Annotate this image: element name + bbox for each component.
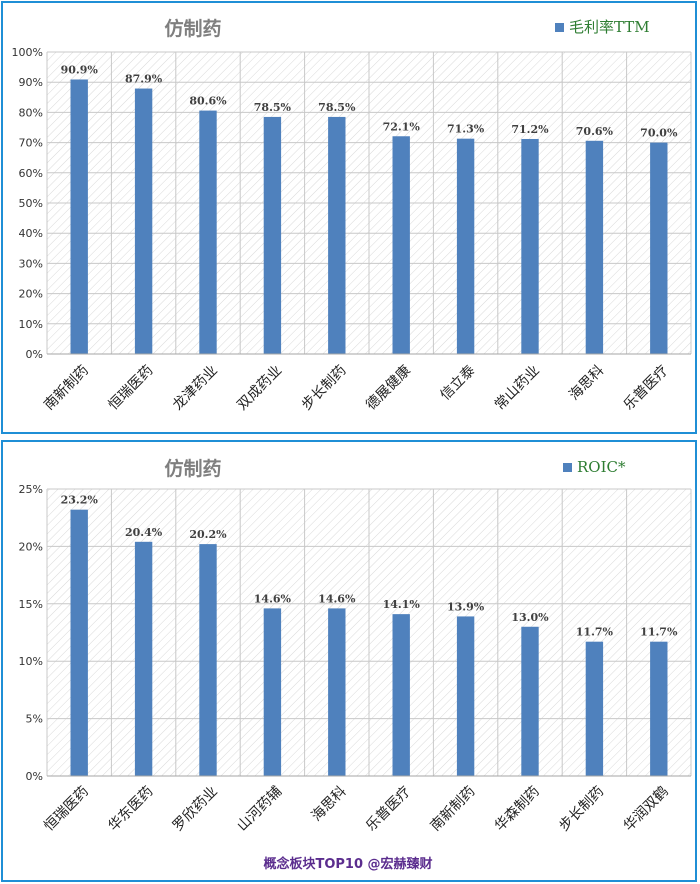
x-tick-label: 华东医药	[106, 784, 157, 835]
y-tick-label: 15%	[19, 598, 43, 611]
data-label: 80.6%	[189, 95, 227, 108]
bar	[263, 116, 282, 355]
data-label: 70.0%	[640, 127, 678, 140]
x-tick-label: 海思科	[309, 784, 350, 825]
x-tick-label: 华润双鹤	[621, 784, 672, 835]
x-tick-label: 乐普医疗	[621, 363, 672, 414]
x-tick-label: 海思科	[566, 363, 607, 404]
bar	[585, 140, 604, 354]
data-label: 20.4%	[125, 526, 163, 539]
bar	[521, 626, 539, 776]
data-label: 23.2%	[61, 494, 99, 507]
y-tick-label: 20%	[19, 540, 43, 553]
gross-margin-chart: 仿制药 毛利率TTM 0% 10% 20% 30% 40% 50% 60% 70% 80% 90% 10…	[12, 17, 692, 414]
y-tick-label: 10%	[19, 655, 43, 668]
y-tick-label: 10%	[19, 318, 43, 331]
bar	[650, 142, 668, 354]
x-tick-label: 南新制药	[428, 784, 479, 835]
y-tick-label: 60%	[19, 167, 43, 180]
data-label: 14.1%	[383, 598, 421, 611]
y-tick-label: 0%	[26, 348, 43, 361]
data-label: 78.5%	[318, 101, 356, 114]
y-tick-label: 100%	[12, 46, 43, 59]
bar	[70, 509, 88, 776]
data-label: 14.6%	[318, 592, 356, 605]
bar	[263, 608, 282, 776]
bar	[134, 88, 153, 355]
legend-label: ROIC*	[577, 458, 626, 476]
x-tick-label: 龙津药业	[170, 363, 221, 414]
x-tick-label: 信立泰	[437, 363, 478, 404]
bar	[456, 138, 475, 354]
bar	[650, 641, 668, 776]
x-tick-label: 双成药业	[234, 363, 285, 414]
data-label: 78.5%	[254, 101, 292, 114]
bar	[392, 136, 410, 354]
legend-marker	[563, 463, 572, 472]
data-label: 87.9%	[125, 73, 163, 86]
roic-chart-panel: 仿制药 ROIC* 0% 5% 10% 15% 20% 25% 23.2% 恒瑞医药 20.4% 华东…	[1, 440, 697, 882]
y-tick-label: 40%	[19, 227, 43, 240]
data-label: 20.2%	[189, 528, 227, 541]
x-tick-label: 德展健康	[362, 362, 414, 414]
data-label: 72.1%	[383, 120, 421, 133]
bar	[328, 608, 346, 776]
x-tick-label: 乐普医疗	[363, 784, 414, 835]
y-tick-label: 70%	[19, 137, 43, 150]
y-tick-label: 50%	[19, 197, 43, 210]
data-label: 11.7%	[576, 626, 614, 639]
x-tick-label: 步长制药	[299, 363, 350, 414]
roic-chart: 仿制药 ROIC* 0% 5% 10% 15% 20% 25% 23.2% 恒瑞医药 20.4% 华东…	[19, 457, 692, 835]
x-tick-label: 步长制药	[556, 784, 607, 835]
data-label: 14.6%	[254, 592, 292, 605]
chart-title: 仿制药	[164, 457, 221, 480]
footer-caption: 概念板块TOP10 @宏赫臻财	[263, 857, 433, 872]
bar	[134, 541, 153, 776]
y-tick-label: 90%	[19, 76, 43, 89]
x-tick-label: 罗欣药业	[170, 784, 221, 835]
data-label: 70.6%	[576, 125, 614, 138]
y-tick-label: 25%	[19, 483, 43, 496]
bar	[70, 79, 88, 355]
gross-margin-chart-panel: 仿制药 毛利率TTM 0% 10% 20% 30% 40% 50% 60% 70% 80% 90% 10…	[1, 1, 697, 434]
y-tick-label: 30%	[19, 257, 43, 270]
y-tick-label: 20%	[19, 288, 43, 301]
x-tick-label: 南新制药	[41, 363, 92, 414]
bar	[585, 641, 604, 776]
bar	[392, 614, 410, 776]
x-tick-label: 常山药业	[492, 363, 543, 414]
x-tick-label: 山河药辅	[234, 784, 285, 835]
data-label: 13.9%	[447, 600, 485, 613]
bar	[521, 138, 539, 354]
x-tick-label: 华森制药	[492, 784, 543, 835]
bar	[199, 110, 217, 354]
bar	[456, 616, 475, 776]
data-label: 71.3%	[447, 123, 485, 136]
bar	[199, 544, 217, 776]
chart-title: 仿制药	[164, 17, 221, 40]
x-tick-label: 恒瑞医药	[106, 363, 157, 414]
legend-label: 毛利率TTM	[569, 18, 650, 36]
y-tick-label: 5%	[26, 713, 43, 726]
bar	[328, 116, 346, 355]
x-tick-label: 恒瑞医药	[41, 784, 92, 835]
y-tick-label: 0%	[26, 770, 43, 783]
y-tick-label: 80%	[19, 106, 43, 119]
data-label: 11.7%	[640, 626, 678, 639]
data-label: 90.9%	[61, 63, 99, 76]
legend-marker	[555, 23, 564, 32]
data-label: 13.0%	[511, 611, 549, 624]
data-label: 71.2%	[511, 123, 549, 136]
